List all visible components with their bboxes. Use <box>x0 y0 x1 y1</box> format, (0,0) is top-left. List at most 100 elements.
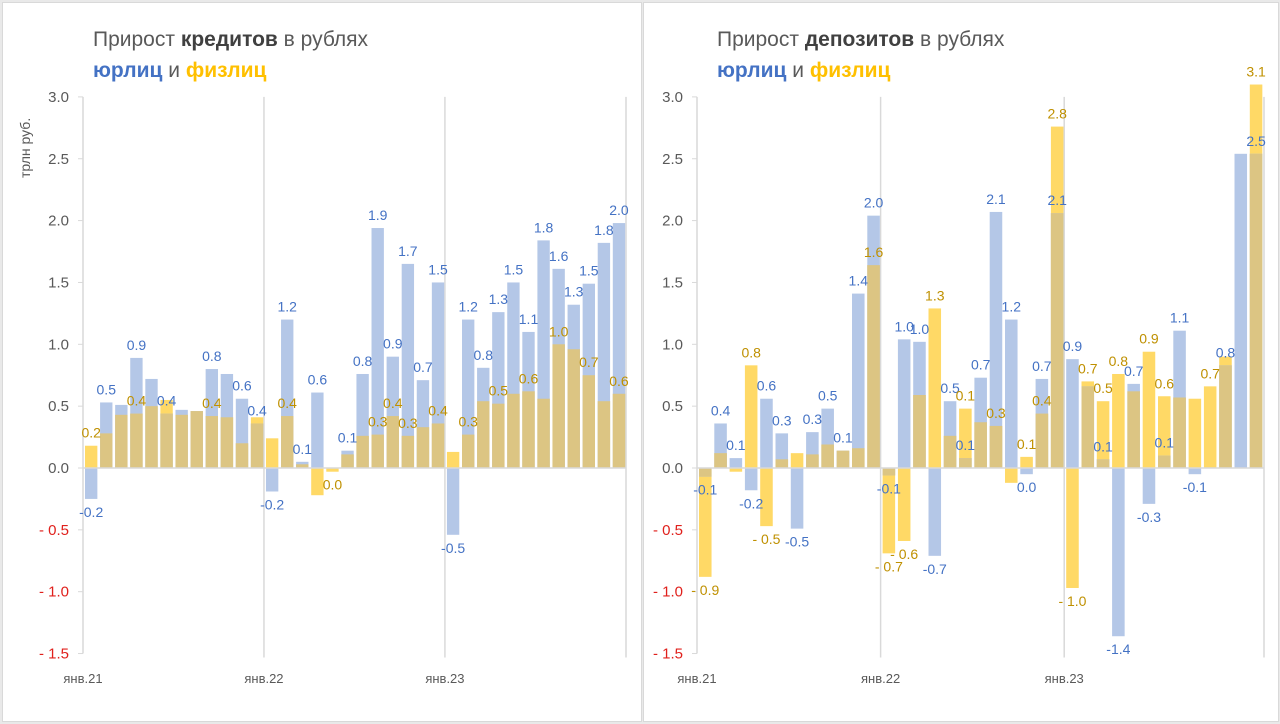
data-label-individual: 1.6 <box>864 244 884 260</box>
data-label-legal: 0.4 <box>711 402 731 418</box>
y-tick-label: - 1.5 <box>653 646 683 663</box>
y-tick-label: - 1.0 <box>39 584 69 601</box>
bar-overlap <box>552 344 565 468</box>
data-label-individual: 0.4 <box>277 395 297 411</box>
title-suffix: в рублях <box>914 28 1005 51</box>
y-tick-label: 1.5 <box>48 274 69 291</box>
bar-legal <box>1112 468 1125 637</box>
data-label-legal: 0.7 <box>971 357 991 373</box>
data-label-legal: 0.5 <box>818 388 838 404</box>
bar-legal <box>928 468 942 556</box>
data-label-legal: 0.1 <box>956 437 976 453</box>
data-label-legal: -0.5 <box>441 540 465 556</box>
data-label-individual: 1.0 <box>549 323 569 339</box>
data-label-individual: - 0.5 <box>752 531 780 547</box>
data-label-individual: 0.0 <box>323 477 343 493</box>
data-label-legal: 2.1 <box>1047 192 1067 208</box>
data-label-legal: 2.1 <box>986 191 1006 207</box>
deposits-chart-subtitle: юрлиц и физлиц <box>717 56 890 86</box>
deposits-chart-panel: Прирост депозитов в рублях юрлиц и физли… <box>643 2 1279 722</box>
bar-individual <box>326 468 339 472</box>
data-label-legal: 0.6 <box>232 378 252 394</box>
bar-overlap <box>356 435 369 468</box>
bar-individual <box>882 468 896 554</box>
bar-overlap <box>775 459 789 468</box>
bar-overlap <box>507 393 520 468</box>
data-label-legal: 0.1 <box>833 430 853 446</box>
data-label-legal: 0.5 <box>940 380 960 396</box>
y-tick-label: 0.0 <box>48 460 69 477</box>
bar-legal <box>852 293 865 468</box>
bar-overlap <box>160 413 173 468</box>
bar-overlap <box>477 401 490 468</box>
bar-overlap <box>190 411 203 468</box>
x-tick-label: янв.21 <box>63 671 102 686</box>
data-label-legal: -0.1 <box>1183 479 1207 495</box>
data-label-legal: 2.5 <box>1246 133 1266 149</box>
bar-individual <box>1203 386 1217 468</box>
data-label-individual: 0.3 <box>986 405 1006 421</box>
bar-legal <box>1005 319 1018 468</box>
data-label-legal: 0.4 <box>247 402 267 418</box>
data-label-individual: - 1.0 <box>1058 593 1086 609</box>
data-label-individual: 3.1 <box>1246 64 1266 80</box>
data-label-legal: 0.8 <box>474 347 494 363</box>
bar-overlap <box>821 444 834 468</box>
title-prefix: Прирост <box>93 28 181 51</box>
bar-individual <box>760 468 773 527</box>
bar-individual <box>85 445 98 468</box>
data-label-legal: 1.3 <box>564 284 584 300</box>
data-label-individual: 1.3 <box>925 287 945 303</box>
bar-overlap <box>220 417 234 468</box>
bar-overlap <box>386 416 399 468</box>
data-label-legal: 0.1 <box>1093 438 1113 454</box>
bar-legal <box>446 468 460 535</box>
deposits-chart-plot: янв.21 янв.22 янв.233.02.52.01.51.00.50.0-… <box>653 64 1266 686</box>
data-label-legal: -1.4 <box>1106 641 1130 657</box>
data-label-individual: 0.4 <box>1032 393 1052 409</box>
bar-overlap <box>522 391 535 468</box>
bar-overlap <box>597 401 611 468</box>
bar-individual <box>1142 351 1156 468</box>
legend-legal: юрлиц <box>717 59 787 82</box>
bar-overlap <box>416 427 430 468</box>
bar-overlap <box>205 416 219 468</box>
bar-legal <box>744 468 758 491</box>
data-label-legal: 1.0 <box>894 318 914 334</box>
title-suffix: в рублях <box>277 28 369 51</box>
bar-overlap <box>462 434 475 468</box>
data-label-legal: 0.3 <box>803 411 823 427</box>
data-label-individual: 0.6 <box>609 373 629 389</box>
data-label-legal: 1.8 <box>594 222 614 238</box>
bar-legal <box>1066 359 1079 468</box>
bar-legal <box>790 468 804 529</box>
data-label-legal: 0.9 <box>383 336 403 352</box>
y-tick-label: - 0.5 <box>653 522 683 539</box>
data-label-individual: 0.3 <box>398 415 418 431</box>
data-label-legal: -0.7 <box>923 561 947 577</box>
data-label-individual: 0.6 <box>519 370 539 386</box>
data-label-individual: 0.3 <box>458 414 478 430</box>
bar-legal <box>462 319 475 468</box>
data-label-legal: -0.1 <box>693 482 717 498</box>
data-label-individual: 0.5 <box>489 383 509 399</box>
y-tick-label: 0.0 <box>662 460 683 477</box>
bar-legal <box>1234 153 1248 468</box>
bar-overlap <box>714 453 727 468</box>
bar-overlap <box>1173 397 1186 468</box>
bar-overlap <box>145 406 158 468</box>
y-tick-label: 3.0 <box>48 89 69 106</box>
bar-overlap <box>431 423 445 468</box>
bar-legal <box>431 282 445 468</box>
bar-overlap <box>1219 365 1232 468</box>
bar-overlap <box>537 398 550 468</box>
x-tick-label: янв.22 <box>861 671 900 686</box>
data-label-individual: 2.8 <box>1047 106 1067 122</box>
x-tick-label: янв.23 <box>425 671 464 686</box>
data-label-legal: -0.2 <box>260 497 284 513</box>
bar-individual <box>1188 398 1202 468</box>
data-label-legal: 1.2 <box>458 299 478 315</box>
deposits-chart-title: Прирост депозитов в рублях <box>717 25 1004 55</box>
bar-overlap <box>401 435 415 468</box>
bar-overlap <box>1035 413 1049 468</box>
